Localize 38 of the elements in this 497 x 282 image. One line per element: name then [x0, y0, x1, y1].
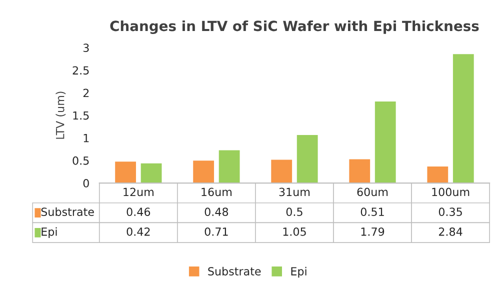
bar: [427, 166, 448, 184]
x-tick-label: 16um: [202, 188, 232, 196]
bar: [296, 134, 318, 184]
bar: [374, 102, 396, 184]
legend-label: Substrate: [41, 207, 94, 216]
data-label: 1.05: [283, 227, 306, 236]
y-tick-label: 0: [83, 178, 89, 188]
y-tick-label: 1: [84, 134, 89, 142]
data-label: 2.84: [438, 227, 462, 236]
bar: [452, 54, 474, 184]
bar: [193, 160, 214, 184]
bar: [115, 162, 136, 184]
bar: [271, 160, 292, 184]
data-label: 0.51: [360, 208, 384, 216]
y-axis-title: LTV (um): [56, 92, 66, 139]
data-label: 0.71: [204, 227, 228, 236]
data-label: 1.79: [361, 227, 384, 236]
data-label: 0.35: [438, 208, 462, 216]
y-tick-label: 0.5: [72, 156, 89, 165]
text: Epi: [42, 227, 57, 238]
bar: [218, 150, 240, 184]
legend-label: Epi: [291, 266, 306, 278]
y-tick-label: 2.5: [72, 66, 89, 75]
data-label: 0.5: [286, 208, 302, 216]
y-tick-label: 3: [83, 44, 89, 52]
x-tick-label: 100um: [432, 188, 470, 196]
data-label: 0.42: [126, 227, 150, 236]
text: Substrate: [208, 266, 261, 276]
y-tick-label: 1.5: [73, 111, 89, 120]
bar: [349, 159, 370, 184]
chart-title: Changes in LTV of SiC Wafer with Epi Thickness: [110, 20, 479, 34]
data-label: 0.48: [204, 208, 228, 216]
y-tick-label: 2: [83, 88, 89, 97]
data-label: 0.46: [126, 208, 150, 216]
x-tick-label: 60um: [357, 188, 388, 196]
x-tick-label: 12um: [124, 188, 154, 196]
bar: [140, 163, 162, 184]
x-tick-label: 31um: [279, 188, 310, 196]
